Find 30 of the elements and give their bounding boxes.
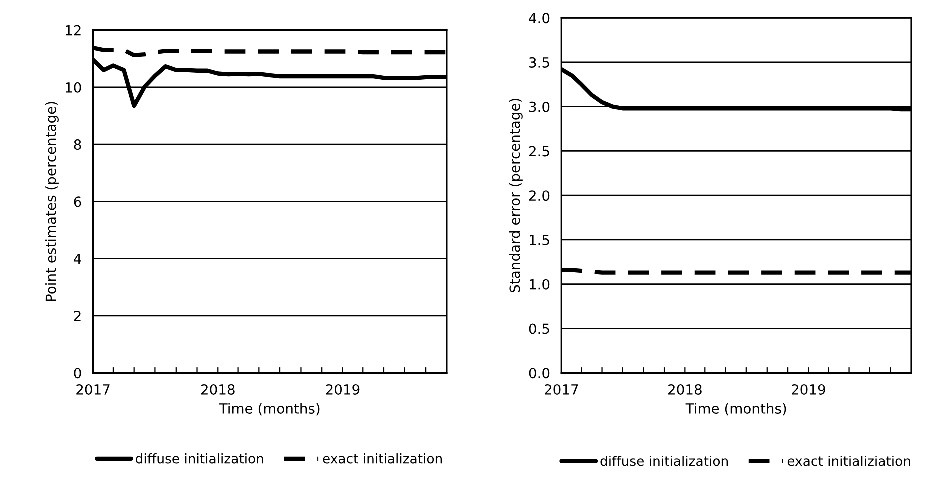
x-tick-label: 2017: [545, 384, 578, 395]
y-tick-label: 0.0: [529, 368, 550, 379]
x-tick-label: 2018: [668, 384, 702, 395]
x-tick-label: 2019: [792, 384, 826, 395]
y-tick-label: 2.5: [529, 146, 550, 157]
y-tick-label: 4: [74, 254, 82, 264]
legend-label: diffuse initialization: [136, 454, 264, 464]
y-tick-label: 3.5: [530, 57, 550, 68]
y-tick-label: 2.0: [529, 190, 550, 202]
y-tick-label: 2: [74, 310, 81, 322]
y-tick-label: 1.5: [530, 235, 550, 246]
y-tick-label: 3.0: [530, 102, 550, 112]
y-tick-label: 10: [66, 82, 82, 93]
y-tick-label: 4.0: [529, 13, 550, 24]
y-tick-label: 12: [66, 25, 81, 36]
y-axis-title: Point estimates (percentage): [46, 102, 59, 302]
x-axis-title: Time (months): [686, 403, 786, 416]
legend-label: diffuse initialization: [600, 456, 728, 466]
x-axis-title: Time (months): [219, 403, 320, 416]
y-tick-label: 6: [74, 196, 82, 208]
legend-label: exact initialization: [323, 454, 442, 464]
y-axis-title: Standard error (percentage): [509, 99, 523, 292]
y-tick-label: 0.5: [529, 324, 550, 334]
x-tick-label: 2017: [76, 384, 110, 395]
y-tick-label: 1.0: [530, 279, 550, 290]
y-tick-label: 8: [74, 140, 82, 150]
x-tick-label: 2019: [326, 384, 360, 395]
y-tick-label: 0: [74, 368, 82, 379]
x-tick-label: 2018: [201, 384, 235, 395]
legend-label: exact initializiation: [788, 456, 910, 466]
